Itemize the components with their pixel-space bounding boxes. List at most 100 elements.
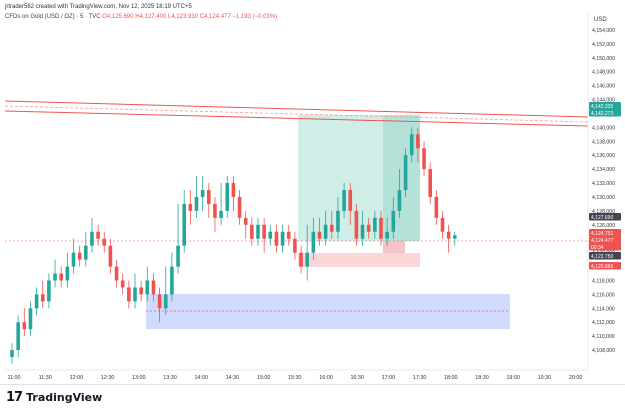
candle-body[interactable]: [176, 245, 180, 267]
candle-body[interactable]: [391, 210, 396, 232]
candle-body[interactable]: [213, 203, 217, 218]
candles: [10, 127, 457, 364]
candle-body[interactable]: [84, 245, 88, 260]
candle-body[interactable]: [34, 294, 39, 309]
price-label-bg: [589, 229, 621, 237]
candle-body[interactable]: [286, 231, 291, 239]
candle-body[interactable]: [422, 148, 426, 170]
price-tick: 4,116,000: [592, 292, 615, 298]
candle-body[interactable]: [182, 203, 186, 246]
candle-body[interactable]: [323, 224, 328, 239]
candle-body[interactable]: [157, 294, 162, 309]
candle-body[interactable]: [40, 294, 45, 302]
candle-body[interactable]: [22, 322, 27, 330]
candle-body[interactable]: [397, 190, 402, 211]
candle-body[interactable]: [446, 231, 451, 239]
time-tick: 15:30: [288, 375, 302, 381]
candle-body[interactable]: [317, 231, 322, 239]
candle-body[interactable]: [207, 190, 211, 204]
candle-body[interactable]: [163, 294, 168, 309]
time-tick: 15:00: [257, 375, 271, 381]
candle-body[interactable]: [262, 224, 266, 239]
candle-body[interactable]: [53, 273, 57, 281]
candle-body[interactable]: [188, 203, 193, 211]
candle-body[interactable]: [139, 287, 143, 295]
candle-body[interactable]: [336, 210, 340, 232]
candle-body[interactable]: [348, 190, 353, 211]
long-position-loss-active: [383, 241, 405, 253]
candle-body[interactable]: [127, 287, 131, 302]
candle-body[interactable]: [133, 287, 137, 302]
chart-caption: jrtrader562 created with TradingView.com…: [5, 4, 192, 10]
price-label: 4,142.335: [591, 104, 613, 110]
candle-body[interactable]: [28, 308, 33, 330]
candle-body[interactable]: [243, 217, 248, 225]
candle-body[interactable]: [65, 266, 70, 281]
candle-body[interactable]: [274, 231, 279, 246]
time-tick: 14:30: [226, 375, 240, 381]
candle-body[interactable]: [403, 155, 408, 190]
candle-body[interactable]: [379, 217, 383, 239]
candle-body[interactable]: [170, 266, 174, 295]
candle-body[interactable]: [219, 210, 223, 218]
candle-body[interactable]: [373, 217, 377, 232]
candle-body[interactable]: [268, 231, 273, 239]
candle-body[interactable]: [77, 252, 82, 260]
trendline-upper[interactable]: [4, 100, 589, 118]
candle-body[interactable]: [200, 190, 205, 197]
price-tick: 4,118,000: [592, 278, 615, 284]
candle-body[interactable]: [231, 183, 236, 197]
candle-body[interactable]: [194, 196, 199, 211]
trendline-mid[interactable]: [4, 105, 589, 123]
demand-zone[interactable]: [146, 294, 510, 329]
candle-body[interactable]: [16, 322, 20, 351]
symbol-name[interactable]: CFDs on Gold (USD / OZ) · 5 · TVC: [5, 14, 101, 20]
candle-body[interactable]: [453, 235, 457, 239]
price-tick: 4,140,000: [592, 125, 615, 131]
trendline-lower[interactable]: [4, 110, 589, 127]
candle-body[interactable]: [293, 238, 297, 253]
candle-body[interactable]: [96, 231, 100, 239]
candle-body[interactable]: [280, 231, 285, 246]
candle-body[interactable]: [59, 273, 63, 281]
candle-body[interactable]: [360, 224, 365, 239]
candle-body[interactable]: [330, 224, 334, 232]
candle-body[interactable]: [416, 134, 420, 149]
candle-body[interactable]: [434, 196, 439, 218]
long-position-loss[interactable]: [298, 253, 420, 267]
candle-body[interactable]: [102, 238, 107, 246]
candle-body[interactable]: [385, 231, 389, 239]
candle-body[interactable]: [71, 252, 76, 267]
price-label-bg: [589, 262, 621, 270]
price-tick: 4,136,000: [592, 153, 615, 159]
price-tick: 4,144,000: [592, 98, 615, 104]
candle-body[interactable]: [237, 196, 242, 218]
candle-body[interactable]: [428, 169, 432, 197]
tradingview-logo[interactable]: 17 TradingView: [6, 390, 102, 405]
candle-body[interactable]: [90, 231, 94, 246]
time-tick: 19:00: [506, 375, 520, 381]
candle-body[interactable]: [151, 280, 156, 295]
candle-body[interactable]: [108, 245, 113, 267]
candle-body[interactable]: [440, 217, 445, 232]
time-tick: 13:00: [132, 375, 146, 381]
time-axis: 11:00 11:30 12:00 12:30 13:00 13:30 14:00 14:30…: [7, 375, 582, 381]
candle-body[interactable]: [250, 224, 254, 239]
candle-body[interactable]: [256, 224, 260, 239]
candle-body[interactable]: [10, 350, 14, 358]
candle-body[interactable]: [145, 280, 150, 295]
candle-body[interactable]: [299, 252, 303, 267]
candle-body[interactable]: [366, 224, 371, 232]
candle-body[interactable]: [354, 210, 359, 239]
candle-body[interactable]: [409, 134, 414, 156]
candle-body[interactable]: [311, 231, 316, 253]
price-tick: 4,110,000: [592, 334, 615, 340]
candle-body[interactable]: [305, 252, 309, 267]
candle-body[interactable]: [114, 266, 119, 281]
price-label: 4,124.477: [591, 238, 613, 244]
candle-body[interactable]: [225, 183, 230, 211]
candle-body[interactable]: [120, 280, 125, 288]
candle-body[interactable]: [47, 280, 51, 302]
candle-body[interactable]: [342, 190, 346, 211]
